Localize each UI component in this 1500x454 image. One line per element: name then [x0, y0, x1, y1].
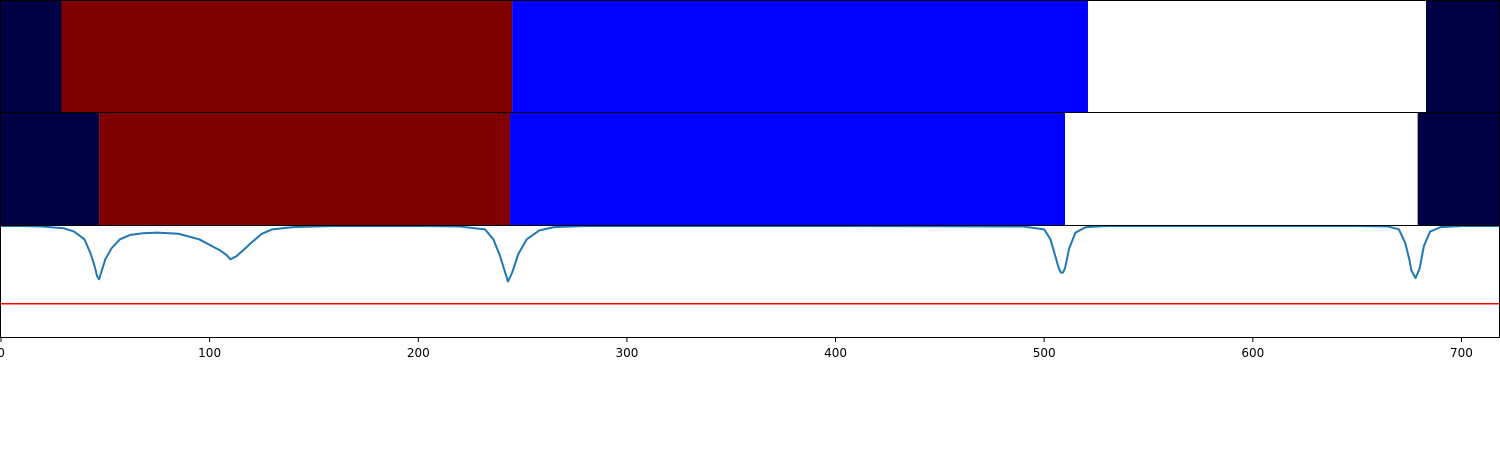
x-tick-label-600: 600	[1241, 346, 1264, 360]
x-tick-label-200: 200	[407, 346, 430, 360]
x-tick-label-700: 700	[1450, 346, 1473, 360]
top-strip-segment-3	[1087, 1, 1426, 112]
top-strip-segment-4	[1425, 1, 1499, 112]
line-plot-frame	[0, 225, 1500, 338]
middle-strip-segment-1	[99, 113, 511, 225]
x-tick-label-0: 0	[0, 346, 5, 360]
middle-strip-segment-3	[1065, 113, 1418, 225]
x-tick-label-300: 300	[615, 346, 638, 360]
middle-strip-segment-4	[1417, 113, 1499, 225]
top-strip-segment-2	[512, 1, 1088, 112]
series-line-0	[1, 225, 1499, 283]
x-tick-label-500: 500	[1033, 346, 1056, 360]
top-strip-segment-1	[61, 1, 513, 112]
middle-strip-segment-0	[1, 113, 100, 225]
x-tick-label-400: 400	[824, 346, 847, 360]
top-strip-segment-0	[1, 1, 62, 112]
middle-strip-segment-2	[510, 113, 1066, 225]
x-tick-label-100: 100	[198, 346, 221, 360]
